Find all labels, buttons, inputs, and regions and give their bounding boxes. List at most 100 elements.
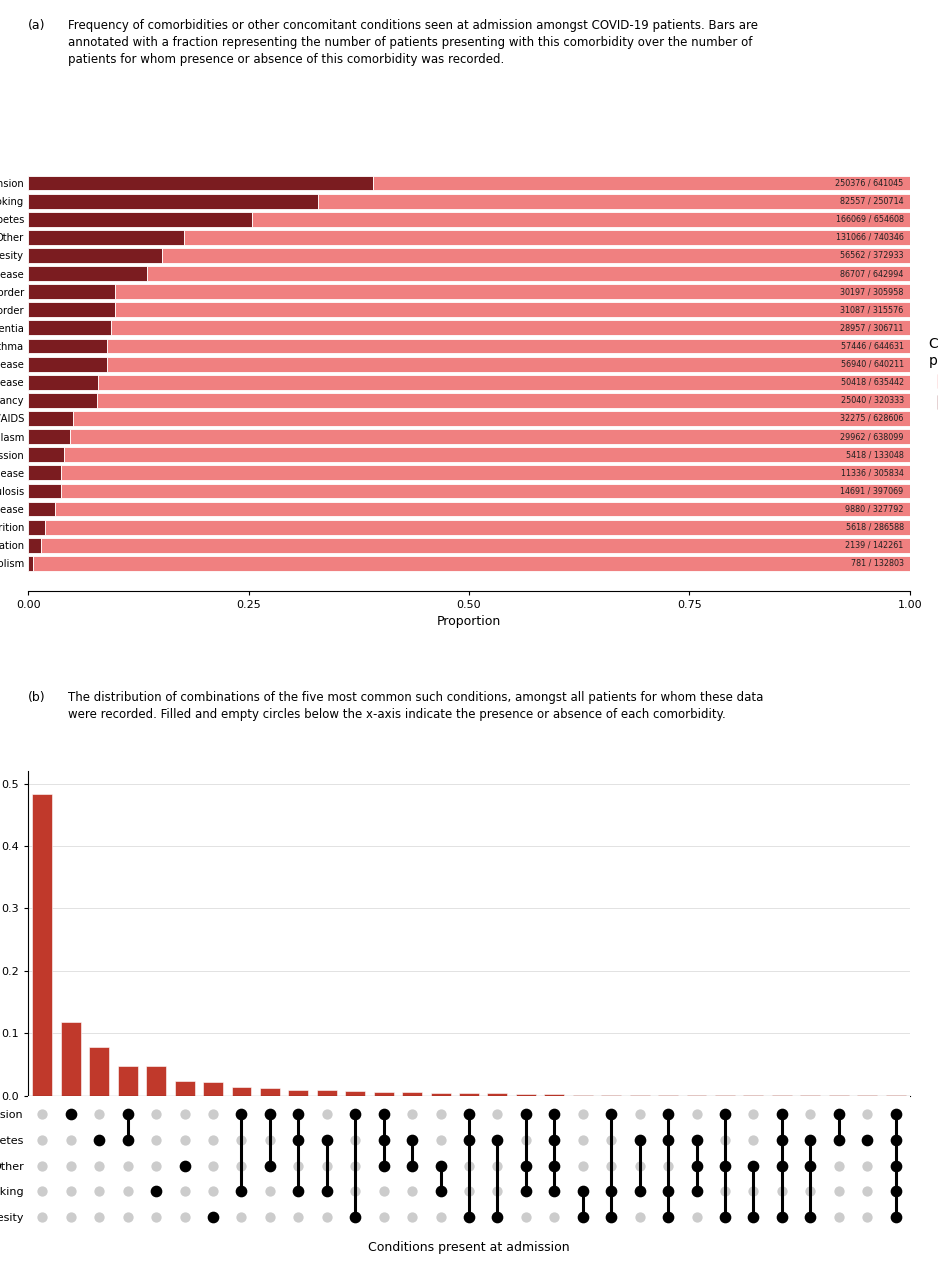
Bar	[28, 502, 54, 517]
Bar	[544, 1094, 565, 1096]
Point	[234, 1156, 249, 1176]
Point	[120, 1181, 135, 1202]
Point	[234, 1129, 249, 1149]
Point	[92, 1103, 107, 1124]
Point	[404, 1181, 419, 1202]
Point	[604, 1181, 619, 1202]
Point	[234, 1181, 249, 1202]
Point	[291, 1181, 306, 1202]
Text: 32275 / 628606: 32275 / 628606	[840, 413, 903, 422]
Text: 5418 / 133048: 5418 / 133048	[846, 451, 903, 460]
Point	[490, 1156, 505, 1176]
Point	[575, 1181, 590, 1202]
Point	[120, 1103, 135, 1124]
Point	[746, 1207, 761, 1228]
Point	[92, 1181, 107, 1202]
Point	[63, 1103, 78, 1124]
Point	[433, 1156, 448, 1176]
Point	[35, 1181, 50, 1202]
Point	[177, 1181, 192, 1202]
Bar	[28, 175, 372, 191]
Bar	[28, 284, 115, 300]
Point	[604, 1103, 619, 1124]
Bar	[28, 556, 34, 571]
Point	[92, 1129, 107, 1149]
Bar	[61, 466, 910, 480]
Bar	[89, 1047, 109, 1096]
Bar	[73, 411, 910, 426]
Point	[831, 1207, 846, 1228]
Text: 86707 / 642994: 86707 / 642994	[840, 269, 903, 278]
Point	[234, 1103, 249, 1124]
Point	[263, 1129, 278, 1149]
Bar	[147, 266, 910, 282]
Text: (b): (b)	[28, 691, 46, 704]
Bar	[28, 429, 69, 444]
Point	[433, 1103, 448, 1124]
Point	[348, 1103, 363, 1124]
Bar	[162, 248, 910, 262]
Text: 56562 / 372933: 56562 / 372933	[840, 251, 903, 260]
Point	[746, 1181, 761, 1202]
Point	[519, 1103, 534, 1124]
Point	[35, 1207, 50, 1228]
Point	[177, 1103, 192, 1124]
Bar	[118, 1066, 138, 1096]
Text: 25040 / 320333: 25040 / 320333	[840, 396, 903, 404]
Point	[404, 1103, 419, 1124]
Bar	[115, 284, 910, 300]
Bar	[69, 429, 910, 444]
Point	[632, 1156, 647, 1176]
Bar	[34, 556, 910, 571]
Point	[632, 1129, 647, 1149]
Point	[35, 1129, 50, 1149]
Point	[348, 1156, 363, 1176]
Point	[319, 1129, 334, 1149]
Bar	[107, 357, 910, 371]
Text: 14691 / 397069: 14691 / 397069	[840, 486, 903, 495]
Point	[803, 1207, 818, 1228]
Point	[148, 1181, 163, 1202]
Point	[575, 1207, 590, 1228]
Text: 30197 / 305958: 30197 / 305958	[840, 287, 903, 296]
Bar	[28, 447, 64, 462]
Point	[205, 1156, 220, 1176]
Text: The distribution of combinations of the five most common such conditions, amongs: The distribution of combinations of the …	[68, 691, 764, 721]
Bar	[431, 1093, 450, 1096]
Point	[120, 1156, 135, 1176]
Point	[291, 1207, 306, 1228]
Point	[888, 1156, 903, 1176]
Point	[461, 1129, 477, 1149]
Point	[831, 1129, 846, 1149]
Bar	[146, 1066, 166, 1096]
Point	[263, 1207, 278, 1228]
Point	[718, 1129, 733, 1149]
Text: 781 / 132803: 781 / 132803	[851, 559, 903, 568]
Point	[888, 1181, 903, 1202]
Bar	[319, 193, 910, 209]
Text: 29962 / 638099: 29962 / 638099	[840, 433, 903, 442]
Point	[746, 1156, 761, 1176]
Text: Frequency of comorbidities or other concomitant conditions seen at admission amo: Frequency of comorbidities or other conc…	[68, 19, 758, 67]
Point	[689, 1103, 704, 1124]
Point	[632, 1207, 647, 1228]
Point	[404, 1129, 419, 1149]
Point	[376, 1129, 391, 1149]
Bar	[373, 1092, 394, 1096]
Text: 28957 / 306711: 28957 / 306711	[840, 324, 903, 333]
Text: 2139 / 142261: 2139 / 142261	[845, 540, 903, 550]
Point	[205, 1129, 220, 1149]
Text: 9880 / 327792: 9880 / 327792	[845, 504, 903, 513]
Bar	[28, 266, 147, 282]
Bar	[28, 230, 184, 244]
Point	[376, 1103, 391, 1124]
Point	[490, 1129, 505, 1149]
Point	[718, 1103, 733, 1124]
Bar	[107, 339, 910, 353]
Point	[547, 1207, 562, 1228]
Point	[831, 1156, 846, 1176]
Text: 31087 / 315576: 31087 / 315576	[840, 306, 903, 315]
Bar	[488, 1093, 507, 1096]
Point	[519, 1181, 534, 1202]
Text: 11336 / 305834: 11336 / 305834	[840, 468, 903, 477]
